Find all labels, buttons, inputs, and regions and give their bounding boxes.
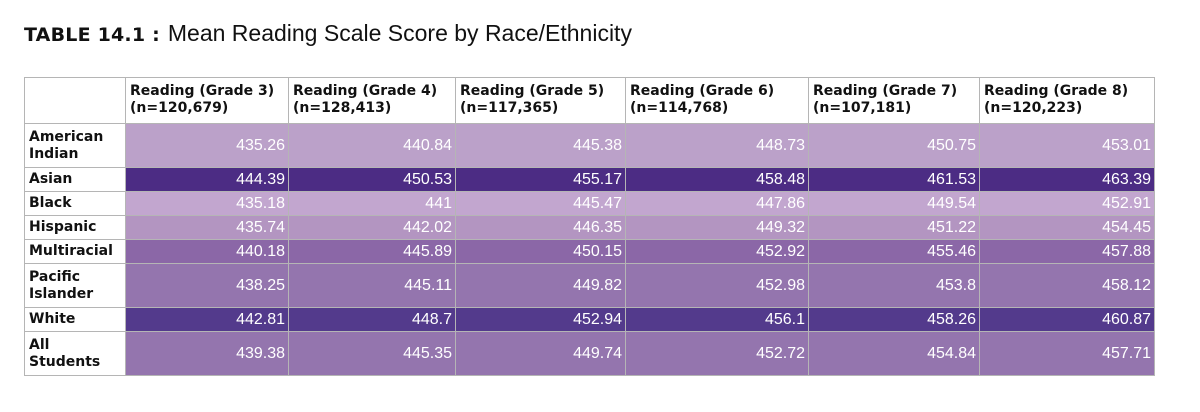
- score-cell: 451.22: [808, 215, 980, 240]
- score-cell: 444.39: [125, 167, 289, 192]
- score-cell: 440.18: [125, 239, 289, 264]
- score-cell: 452.92: [625, 239, 809, 264]
- score-cell: 448.7: [288, 307, 456, 332]
- reading-score-table: Reading (Grade 3) (n=120,679) Reading (Gr…: [24, 77, 1155, 376]
- score-cell: 435.26: [125, 123, 289, 168]
- score-cell: 452.72: [625, 331, 809, 376]
- row-header: Asian: [24, 167, 126, 192]
- score-cell: 454.45: [979, 215, 1155, 240]
- row-header: Pacific Islander: [24, 263, 126, 308]
- column-header: Reading (Grade 7) (n=107,181): [808, 77, 980, 124]
- score-cell: 445.11: [288, 263, 456, 308]
- table-number-label: TABLE 14.1 :: [24, 24, 160, 46]
- score-cell: 463.39: [979, 167, 1155, 192]
- score-cell: 457.71: [979, 331, 1155, 376]
- score-cell: 442.02: [288, 215, 456, 240]
- row-header: All Students: [24, 331, 126, 376]
- score-cell: 442.81: [125, 307, 289, 332]
- score-cell: 450.75: [808, 123, 980, 168]
- score-cell: 456.1: [625, 307, 809, 332]
- row-header: Hispanic: [24, 215, 126, 240]
- row-header: American Indian: [24, 123, 126, 168]
- header-row: Reading (Grade 3) (n=120,679) Reading (Gr…: [24, 77, 1155, 124]
- row-header: White: [24, 307, 126, 332]
- score-cell: 447.86: [625, 191, 809, 216]
- column-header: Reading (Grade 3) (n=120,679): [125, 77, 289, 124]
- score-cell: 450.15: [455, 239, 626, 264]
- score-cell: 453.01: [979, 123, 1155, 168]
- score-cell: 449.54: [808, 191, 980, 216]
- score-cell: 446.35: [455, 215, 626, 240]
- column-header: Reading (Grade 4) (n=128,413): [288, 77, 456, 124]
- table-row: Pacific Islander 438.25 445.11 449.82 452…: [24, 263, 1155, 308]
- score-cell: 445.38: [455, 123, 626, 168]
- column-header: Reading (Grade 8) (n=120,223): [979, 77, 1155, 124]
- score-cell: 445.47: [455, 191, 626, 216]
- score-cell: 435.18: [125, 191, 289, 216]
- column-header: Reading (Grade 6) (n=114,768): [625, 77, 809, 124]
- score-cell: 455.17: [455, 167, 626, 192]
- table-row: All Students 439.38 445.35 449.74 452.72 …: [24, 331, 1155, 376]
- score-cell: 449.82: [455, 263, 626, 308]
- score-cell: 438.25: [125, 263, 289, 308]
- score-cell: 449.32: [625, 215, 809, 240]
- table-row: Asian 444.39 450.53 455.17 458.48 461.53…: [24, 167, 1155, 192]
- table-row: Multiracial 440.18 445.89 450.15 452.92 …: [24, 239, 1155, 264]
- score-cell: 455.46: [808, 239, 980, 264]
- score-cell: 457.88: [979, 239, 1155, 264]
- column-header: Reading (Grade 5) (n=117,365): [455, 77, 626, 124]
- row-header: Multiracial: [24, 239, 126, 264]
- score-cell: 445.89: [288, 239, 456, 264]
- score-cell: 461.53: [808, 167, 980, 192]
- score-cell: 454.84: [808, 331, 980, 376]
- corner-header-cell: [24, 77, 126, 124]
- table-title-text: Mean Reading Scale Score by Race/Ethnici…: [167, 20, 632, 46]
- score-cell: 445.35: [288, 331, 456, 376]
- score-cell: 450.53: [288, 167, 456, 192]
- score-cell: 458.48: [625, 167, 809, 192]
- score-cell: 452.94: [455, 307, 626, 332]
- score-cell: 452.98: [625, 263, 809, 308]
- score-cell: 435.74: [125, 215, 289, 240]
- score-cell: 441: [288, 191, 456, 216]
- table-title: TABLE 14.1 : Mean Reading Scale Score by…: [24, 20, 632, 47]
- score-cell: 453.8: [808, 263, 980, 308]
- table-row: Hispanic 435.74 442.02 446.35 449.32 451…: [24, 215, 1155, 240]
- table-row: White 442.81 448.7 452.94 456.1 458.26 4…: [24, 307, 1155, 332]
- score-cell: 458.26: [808, 307, 980, 332]
- table-row: Black 435.18 441 445.47 447.86 449.54 45…: [24, 191, 1155, 216]
- score-cell: 458.12: [979, 263, 1155, 308]
- score-cell: 452.91: [979, 191, 1155, 216]
- table-row: American Indian 435.26 440.84 445.38 448.…: [24, 123, 1155, 168]
- row-header: Black: [24, 191, 126, 216]
- score-cell: 439.38: [125, 331, 289, 376]
- score-cell: 440.84: [288, 123, 456, 168]
- score-cell: 460.87: [979, 307, 1155, 332]
- score-cell: 448.73: [625, 123, 809, 168]
- score-cell: 449.74: [455, 331, 626, 376]
